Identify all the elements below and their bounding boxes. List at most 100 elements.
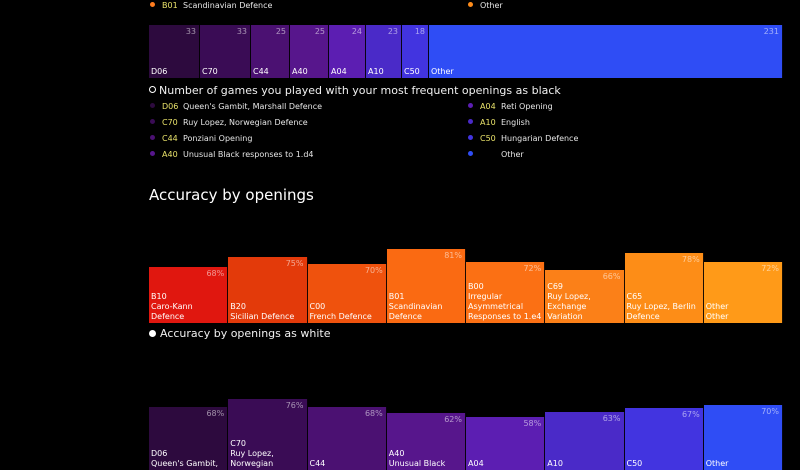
bar-label: C70	[202, 67, 218, 76]
legend-item: C50 Hungarian Defence	[468, 134, 578, 144]
legend-item: C44 Ponziani Opening	[150, 134, 252, 144]
legend-dot-icon	[150, 151, 155, 156]
white-chart-column: 68% C44	[307, 407, 387, 470]
legend-item: A04 Reti Opening	[468, 102, 553, 112]
legend-name: Reti Opening	[501, 102, 553, 111]
legend-item: D06 Queen's Gambit, Marshall Defence	[150, 102, 322, 112]
column-value: 66%	[602, 272, 621, 281]
column-value: 68%	[364, 409, 383, 418]
bar-value: 33	[185, 27, 196, 36]
column-value: 76%	[285, 401, 304, 410]
legend-code: D06	[162, 102, 179, 111]
accuracy-white-caption: Accuracy by openings as white	[149, 327, 330, 340]
column-value: 70%	[364, 266, 383, 276]
bar-label: A40	[292, 67, 308, 76]
white-chart-column: 67% C50	[624, 408, 704, 470]
bar-value: 24	[351, 27, 362, 36]
bar-value: 25	[314, 27, 325, 36]
acc-chart-column: 72% B00 Irregular Asymmetrical Responses …	[466, 261, 546, 323]
column-label: B00 Irregular Asymmetrical Responses to …	[468, 281, 542, 321]
bar-value: 25	[275, 27, 286, 36]
legend-code: A04	[480, 102, 496, 111]
bar-value: 33	[236, 27, 247, 36]
legend-dot-icon	[468, 103, 473, 108]
column-value: 72%	[523, 263, 542, 273]
legend-name: Other	[501, 150, 524, 159]
legend-dot-icon	[468, 135, 473, 140]
legend-name: Ponziani Opening	[183, 134, 253, 143]
column-label: Other Other	[705, 301, 729, 321]
legend-item: A40 Unusual Black responses to 1.d4	[150, 150, 314, 160]
accuracy-chart: 68% B10 Caro-Kann Defence 75% B20 Sicilian …	[149, 230, 783, 323]
bar-label: A10	[368, 67, 384, 76]
legend-name: Queen's Gambit, Marshall Defence	[183, 102, 323, 111]
acc-chart-column: 81% B01 Scandinavian Defence	[386, 249, 466, 323]
column-label: C00 French Defence	[309, 301, 372, 321]
bar-label: C44	[253, 67, 269, 76]
legend-dot-icon	[150, 135, 155, 140]
legend-dot-icon	[468, 2, 473, 7]
accuracy-white-chart: 68% D06 Queen's Gambit, 76% C70 Ruy Lopez, …	[149, 370, 783, 470]
column-value: 72%	[761, 263, 779, 273]
column-value: 70%	[761, 407, 779, 416]
bar-label: C50	[404, 67, 420, 76]
black-bar-segment: 25 C44	[251, 25, 290, 78]
legend-code: C44	[162, 134, 178, 143]
black-games-caption: Number of games you played with your mos…	[149, 84, 561, 97]
legend-item-other: Other	[468, 1, 503, 11]
column-value: 81%	[444, 251, 462, 260]
bar-label: A04	[331, 67, 347, 76]
dot-icon	[149, 330, 156, 337]
black-bar-segment: 231 Other	[429, 25, 783, 78]
legend-dot-icon	[150, 119, 155, 124]
white-chart-column: 63% A10	[545, 412, 625, 470]
legend-dot-icon	[150, 2, 155, 7]
bar-value: 231	[763, 27, 779, 36]
column-label: A40 Unusual Black	[388, 449, 446, 468]
bar-label: Other	[431, 67, 454, 76]
column-label: A10	[547, 459, 563, 468]
legend-code: A40	[162, 150, 178, 159]
column-label: C50	[626, 459, 643, 468]
column-label: C65 Ruy Lopez, Berlin Defence	[626, 291, 696, 321]
legend-code: C50	[480, 134, 496, 143]
black-bar-segment: 33 D06	[149, 25, 200, 78]
column-value: 62%	[444, 415, 462, 424]
column-label: C69 Ruy Lopez, Exchange Variation	[547, 282, 591, 321]
column-value: 78%	[681, 255, 700, 265]
accuracy-title: Accuracy by openings	[149, 186, 314, 204]
acc-chart-column: 66% C69 Ruy Lopez, Exchange Variation	[545, 270, 625, 323]
legend-item-scandinavian: B01 Scandinavian Defence	[150, 1, 272, 11]
legend-code: A10	[480, 118, 496, 127]
legend-dot-icon	[468, 151, 473, 156]
column-label: Other	[705, 459, 729, 468]
column-value: 63%	[602, 414, 621, 423]
legend-item: A10 English	[468, 118, 530, 128]
bar-value: 23	[387, 27, 398, 36]
black-bar-segment: 18 C50	[402, 25, 429, 78]
white-chart-column: 70% Other	[703, 405, 783, 470]
column-label: C70 Ruy Lopez, Norwegian	[230, 439, 274, 468]
legend-item: Other	[468, 150, 524, 160]
column-value: 75%	[285, 259, 304, 269]
white-chart-column: 62% A40 Unusual Black	[386, 413, 466, 470]
black-games-chart: 33 D06 33 C70 25 C44 25 A40 24 A04 23 A10 18 C50 231 Ot…	[149, 25, 783, 78]
black-bar-segment: 25 A40	[290, 25, 329, 78]
acc-chart-column: 75% B20 Sicilian Defence	[228, 257, 308, 323]
white-chart-column: 58% A04	[466, 417, 546, 470]
black-bar-segment: 23 A10	[366, 25, 402, 78]
bar-label: D06	[151, 67, 168, 76]
black-bar-segment: 33 C70	[200, 25, 251, 78]
legend-name: Hungarian Defence	[501, 134, 579, 143]
legend-name: English	[501, 118, 530, 127]
column-label: C44	[309, 459, 326, 468]
acc-chart-column: 70% C00 French Defence	[307, 264, 387, 323]
column-label: B10 Caro-Kann Defence	[151, 291, 193, 321]
legend-name: Ruy Lopez, Norwegian Defence	[183, 118, 308, 127]
acc-chart-column: 78% C65 Ruy Lopez, Berlin Defence	[624, 253, 704, 323]
ring-icon	[149, 86, 156, 93]
white-chart-column: 76% C70 Ruy Lopez, Norwegian	[228, 399, 308, 470]
legend-name: Unusual Black responses to 1.d4	[183, 150, 314, 159]
legend-item: C70 Ruy Lopez, Norwegian Defence	[150, 118, 308, 128]
column-value: 67%	[681, 410, 700, 419]
